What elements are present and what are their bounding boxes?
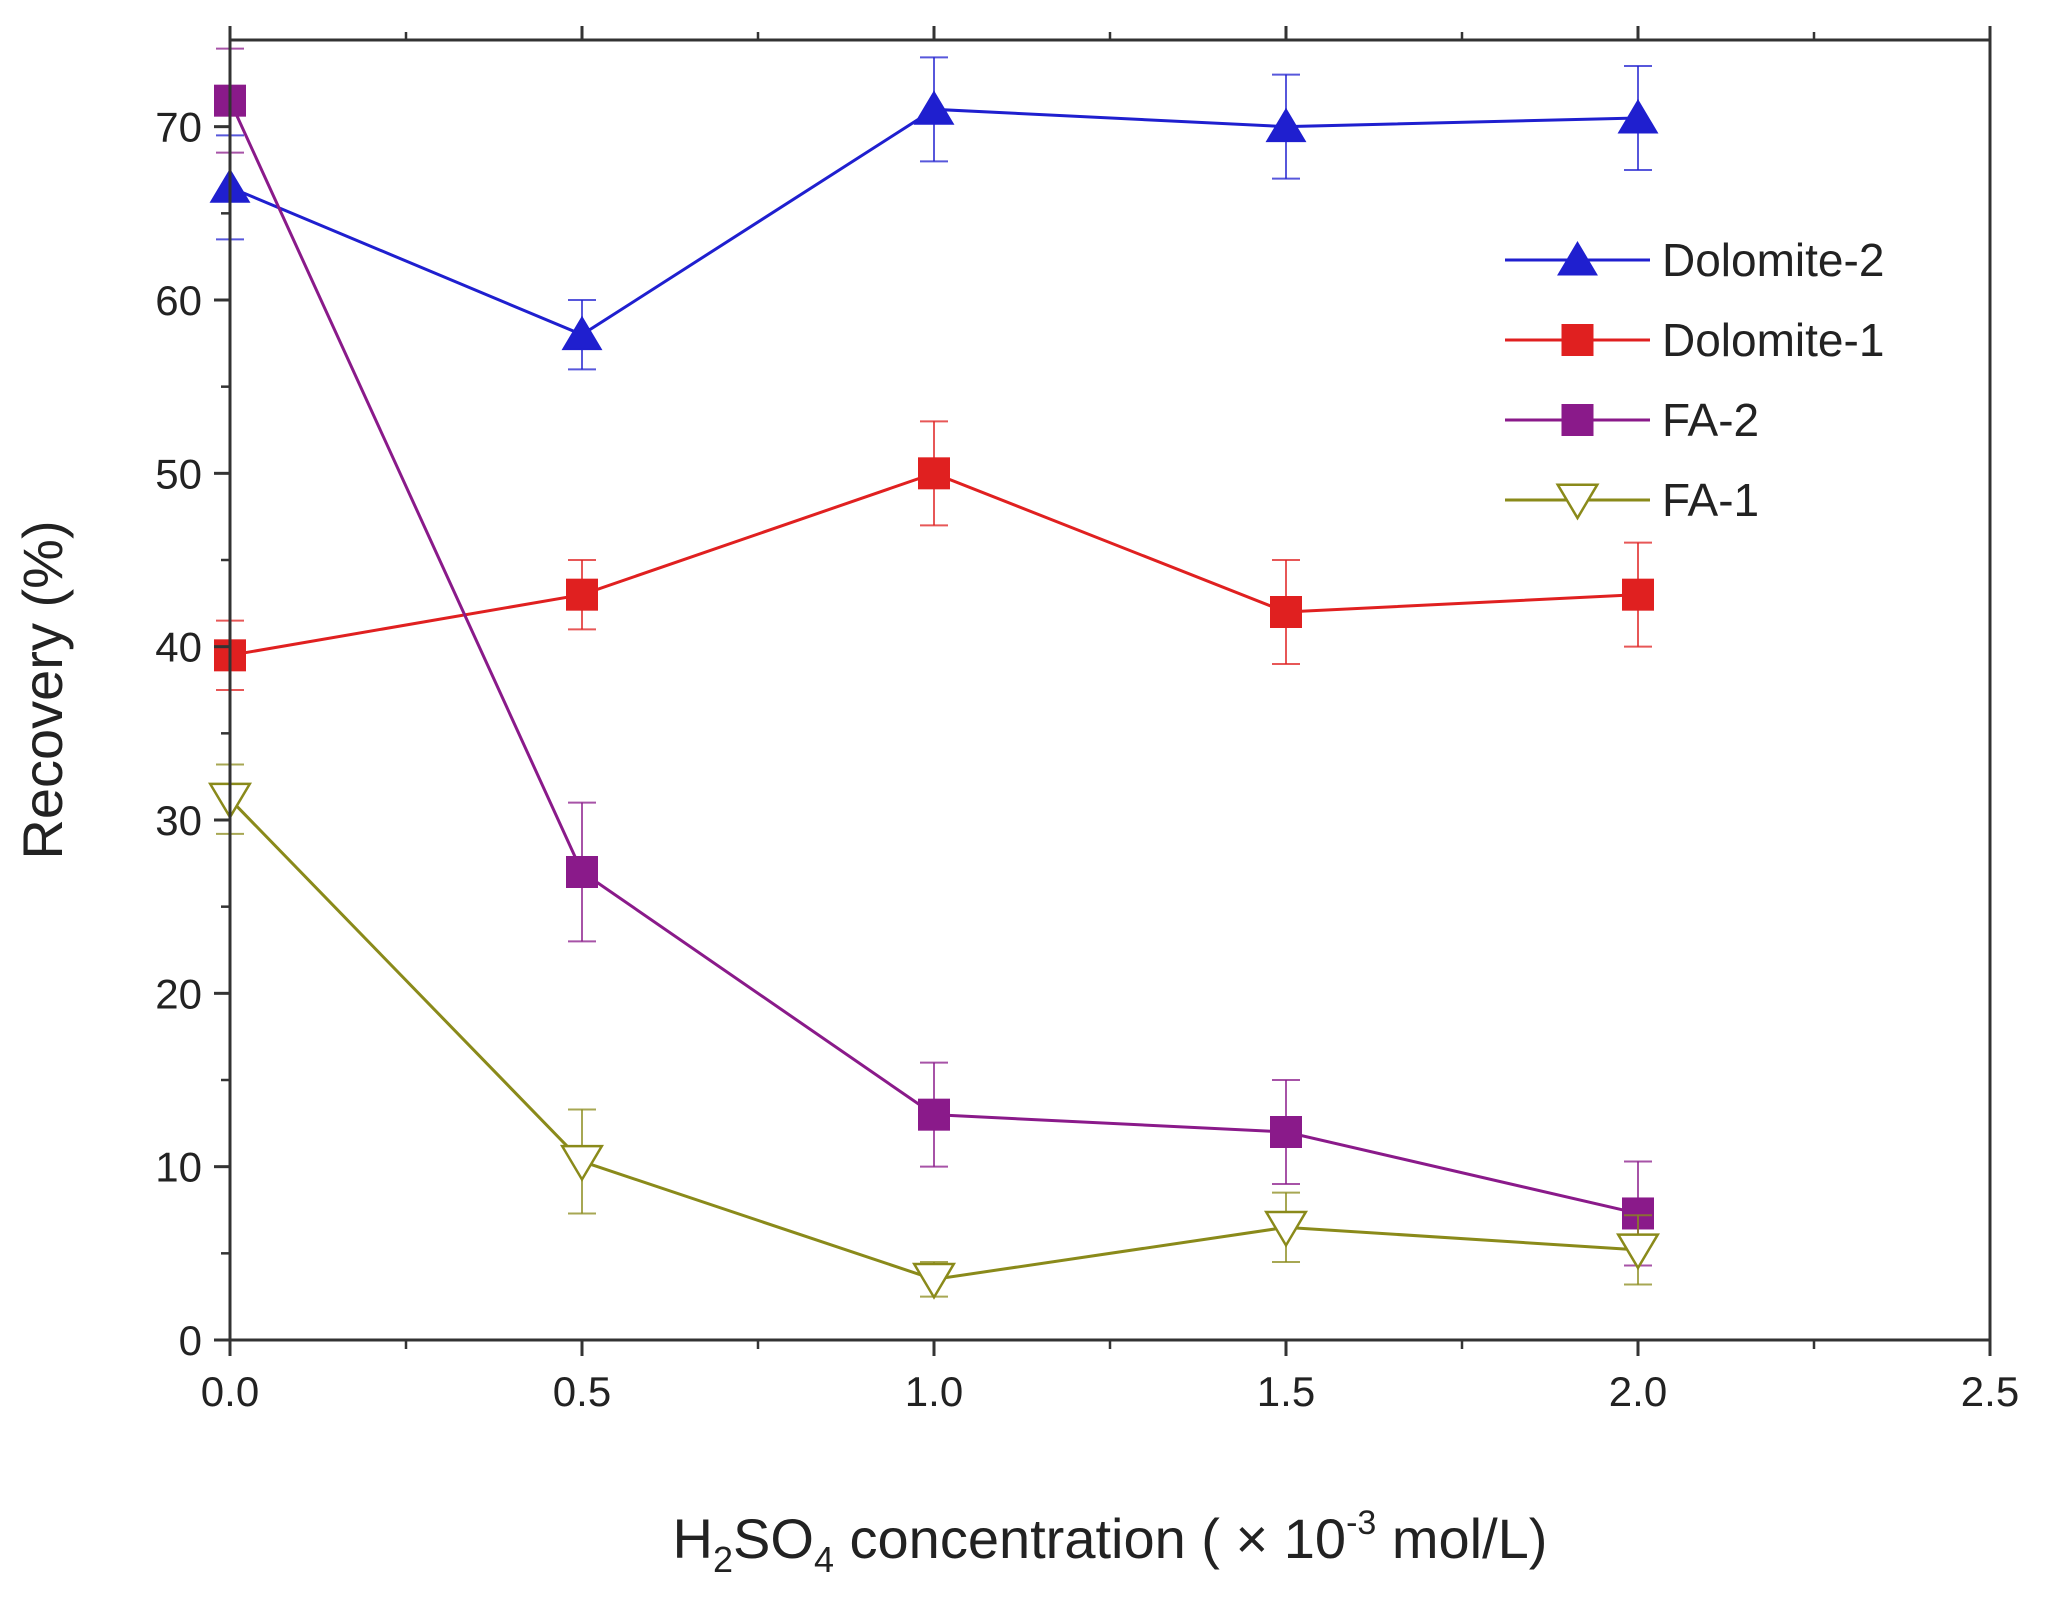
- y-axis-title: Recovery (%): [11, 520, 74, 859]
- ticks-layer: 0.0 0.5 1.0 1.5 2.0 2.5 0 10 20 30 40 50 60 70: [155, 26, 2019, 1415]
- series-layer: [208, 47, 1660, 1300]
- legend-label: Dolomite-2: [1662, 234, 1884, 286]
- x-tick-label: 0.5: [553, 1368, 611, 1415]
- legend-entry-fa-1: FA-1: [1505, 474, 1759, 526]
- data-point: [913, 90, 955, 125]
- data-point: [1264, 1210, 1308, 1248]
- data-point: [1616, 1233, 1660, 1271]
- data-point: [1270, 596, 1302, 628]
- x-tick-label: 1.5: [1257, 1368, 1315, 1415]
- data-point: [1622, 578, 1654, 611]
- legend-marker: [1561, 404, 1594, 436]
- y-tick-label: 50: [155, 450, 202, 497]
- x-axis-title: H2SO4 concentration ( × 10-3 mol/L): [673, 1504, 1548, 1580]
- y-tick-label: 10: [155, 1144, 202, 1191]
- legend-entry-dolomite-1: Dolomite-1: [1505, 314, 1884, 366]
- x-axis-title-sub1: 2: [713, 1539, 733, 1580]
- data-point: [566, 578, 598, 611]
- data-point: [560, 1144, 604, 1182]
- x-axis-title-prefix: H: [673, 1507, 713, 1570]
- y-tick-label: 30: [155, 797, 202, 844]
- series-dolomite-2: [209, 56, 1659, 371]
- legend-entry-dolomite-2: Dolomite-2: [1505, 234, 1884, 286]
- data-point: [561, 315, 603, 351]
- series-fa-1: [208, 763, 1660, 1300]
- x-axis-title-suffix: mol/L): [1376, 1507, 1547, 1570]
- data-point: [1265, 107, 1307, 143]
- legend-marker: [1557, 241, 1598, 276]
- legend-label: FA-1: [1662, 474, 1759, 526]
- data-point: [918, 1098, 950, 1131]
- data-point: [918, 457, 950, 490]
- x-axis-title-mid: SO: [733, 1507, 814, 1570]
- data-point: [1270, 1116, 1302, 1148]
- legend-marker: [1561, 324, 1594, 356]
- y-tick-label: 20: [155, 970, 202, 1017]
- x-axis-title-sup: -3: [1346, 1504, 1376, 1542]
- legend-label: FA-2: [1662, 394, 1759, 446]
- data-point: [912, 1262, 956, 1300]
- data-point: [566, 856, 598, 888]
- x-axis-title-post: concentration ( × 10: [834, 1507, 1346, 1570]
- x-tick-label: 2.0: [1609, 1368, 1667, 1415]
- legend-marker: [1555, 483, 1600, 521]
- legend-label: Dolomite-1: [1662, 314, 1884, 366]
- x-axis-title-sub2: 4: [814, 1539, 834, 1580]
- y-tick-label: 60: [155, 277, 202, 324]
- x-tick-label: 2.5: [1961, 1368, 2019, 1415]
- legend: Dolomite-2 Dolomite-1 FA-2 FA-1: [1505, 234, 1884, 526]
- x-tick-label: 1.0: [905, 1368, 963, 1415]
- y-tick-label: 40: [155, 624, 202, 671]
- x-tick-label: 0.0: [201, 1368, 259, 1415]
- data-point: [1617, 99, 1659, 134]
- y-tick-label: 70: [155, 104, 202, 151]
- y-tick-label: 0: [179, 1317, 202, 1364]
- legend-entry-fa-2: FA-2: [1505, 394, 1759, 446]
